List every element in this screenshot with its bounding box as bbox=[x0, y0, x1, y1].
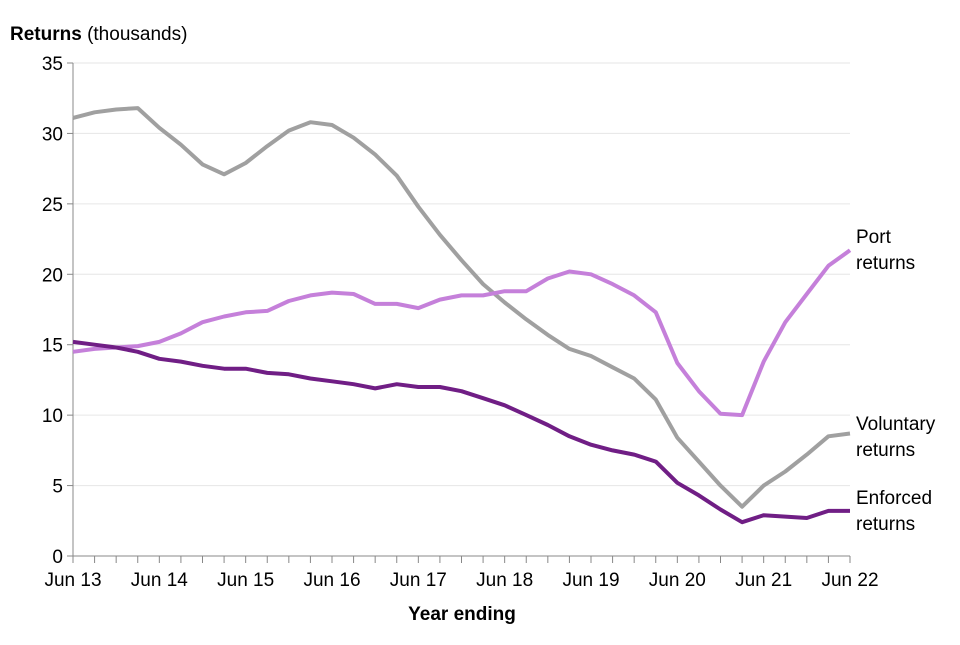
x-tick-label: Jun 15 bbox=[217, 570, 274, 591]
series-label: Voluntary returns bbox=[856, 414, 936, 461]
gridlines bbox=[73, 63, 850, 486]
series-line-enforced-returns bbox=[73, 342, 850, 522]
x-tick-label: Jun 14 bbox=[131, 570, 188, 591]
x-tick-label: Jun 18 bbox=[476, 570, 533, 591]
y-tick-label: 15 bbox=[42, 336, 63, 357]
x-tick-label: Jun 17 bbox=[390, 570, 447, 591]
series-label-line: Voluntary bbox=[856, 414, 936, 435]
series-line-voluntary-returns bbox=[73, 108, 850, 507]
y-tick-label: 5 bbox=[52, 477, 63, 498]
y-tick-label: 30 bbox=[42, 124, 63, 145]
y-tick-label: 10 bbox=[42, 406, 63, 427]
series-lines bbox=[73, 108, 850, 522]
y-tick-label: 20 bbox=[42, 265, 63, 286]
y-tick-label: 25 bbox=[42, 195, 63, 216]
x-tick-label: Jun 19 bbox=[562, 570, 619, 591]
series-label: Enforced returns bbox=[856, 488, 932, 535]
x-tick-label: Jun 13 bbox=[44, 570, 101, 591]
x-tick-label: Jun 22 bbox=[821, 570, 878, 591]
x-axis: Jun 13 Jun 14 Jun 15 Jun 16 Jun 17 Jun 18 Jun … bbox=[44, 556, 878, 591]
series-label-line: Enforced bbox=[856, 488, 932, 509]
series-labels: Voluntary returns Port returns Enforced retur… bbox=[856, 227, 936, 535]
chart-title: Returns (thousands) bbox=[10, 24, 187, 45]
x-tick-label: Jun 21 bbox=[735, 570, 792, 591]
series-label-line: returns bbox=[856, 253, 915, 274]
x-tick-label: Jun 20 bbox=[649, 570, 706, 591]
series-label-line: returns bbox=[856, 514, 915, 535]
title-rest: (thousands) bbox=[82, 24, 188, 45]
x-tick-label: Jun 16 bbox=[303, 570, 360, 591]
y-tick-label: 35 bbox=[42, 54, 63, 75]
y-tick-label: 0 bbox=[52, 547, 63, 568]
x-axis-label: Year ending bbox=[408, 604, 516, 625]
series-label-line: returns bbox=[856, 440, 915, 461]
title-bold: Returns bbox=[10, 24, 82, 45]
series-label: Port returns bbox=[856, 227, 915, 274]
y-axis-ticks: 0 5 10 15 20 25 30 35 bbox=[42, 54, 73, 568]
series-label-line: Port bbox=[856, 227, 892, 248]
